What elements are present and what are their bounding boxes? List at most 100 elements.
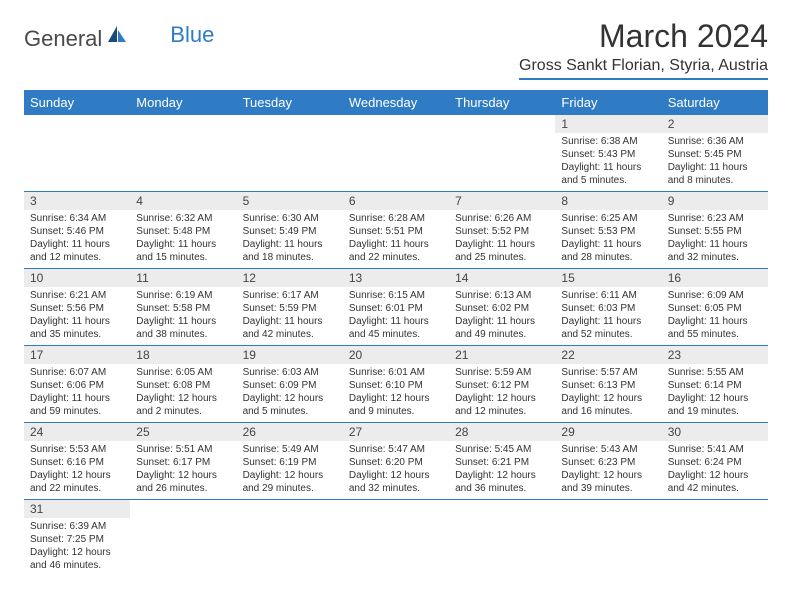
logo-text-blue: Blue bbox=[170, 22, 214, 48]
calendar-cell: 30Sunrise: 5:41 AMSunset: 6:24 PMDayligh… bbox=[662, 423, 768, 500]
calendar-cell: 21Sunrise: 5:59 AMSunset: 6:12 PMDayligh… bbox=[449, 346, 555, 423]
calendar-cell: 15Sunrise: 6:11 AMSunset: 6:03 PMDayligh… bbox=[555, 269, 661, 346]
day-number: 17 bbox=[24, 346, 130, 364]
calendar-cell bbox=[24, 115, 130, 192]
day-number: 22 bbox=[555, 346, 661, 364]
calendar-cell: 17Sunrise: 6:07 AMSunset: 6:06 PMDayligh… bbox=[24, 346, 130, 423]
day-number: 3 bbox=[24, 192, 130, 210]
calendar-cell bbox=[343, 500, 449, 577]
calendar-cell: 19Sunrise: 6:03 AMSunset: 6:09 PMDayligh… bbox=[237, 346, 343, 423]
day-content: Sunrise: 5:51 AMSunset: 6:17 PMDaylight:… bbox=[130, 441, 236, 499]
day-content: Sunrise: 6:05 AMSunset: 6:08 PMDaylight:… bbox=[130, 364, 236, 422]
day-content: Sunrise: 6:25 AMSunset: 5:53 PMDaylight:… bbox=[555, 210, 661, 268]
logo: General Blue bbox=[24, 24, 214, 54]
day-content: Sunrise: 5:57 AMSunset: 6:13 PMDaylight:… bbox=[555, 364, 661, 422]
day-number: 23 bbox=[662, 346, 768, 364]
day-content: Sunrise: 6:38 AMSunset: 5:43 PMDaylight:… bbox=[555, 133, 661, 191]
day-number: 18 bbox=[130, 346, 236, 364]
calendar-cell: 11Sunrise: 6:19 AMSunset: 5:58 PMDayligh… bbox=[130, 269, 236, 346]
calendar-cell: 2Sunrise: 6:36 AMSunset: 5:45 PMDaylight… bbox=[662, 115, 768, 192]
calendar-cell: 6Sunrise: 6:28 AMSunset: 5:51 PMDaylight… bbox=[343, 192, 449, 269]
day-number: 9 bbox=[662, 192, 768, 210]
month-title: March 2024 bbox=[519, 18, 768, 55]
calendar-cell bbox=[130, 115, 236, 192]
day-content: Sunrise: 6:21 AMSunset: 5:56 PMDaylight:… bbox=[24, 287, 130, 345]
day-content: Sunrise: 6:01 AMSunset: 6:10 PMDaylight:… bbox=[343, 364, 449, 422]
calendar-row: 1Sunrise: 6:38 AMSunset: 5:43 PMDaylight… bbox=[24, 115, 768, 192]
calendar-cell bbox=[237, 500, 343, 577]
day-content: Sunrise: 6:28 AMSunset: 5:51 PMDaylight:… bbox=[343, 210, 449, 268]
title-block: March 2024 Gross Sankt Florian, Styria, … bbox=[519, 18, 768, 80]
day-number: 21 bbox=[449, 346, 555, 364]
calendar-cell: 18Sunrise: 6:05 AMSunset: 6:08 PMDayligh… bbox=[130, 346, 236, 423]
day-number: 7 bbox=[449, 192, 555, 210]
calendar-cell: 1Sunrise: 6:38 AMSunset: 5:43 PMDaylight… bbox=[555, 115, 661, 192]
weekday-header: Saturday bbox=[662, 90, 768, 115]
calendar-cell: 7Sunrise: 6:26 AMSunset: 5:52 PMDaylight… bbox=[449, 192, 555, 269]
day-number: 19 bbox=[237, 346, 343, 364]
calendar-cell: 31Sunrise: 6:39 AMSunset: 7:25 PMDayligh… bbox=[24, 500, 130, 577]
calendar-cell bbox=[449, 115, 555, 192]
calendar-row: 24Sunrise: 5:53 AMSunset: 6:16 PMDayligh… bbox=[24, 423, 768, 500]
day-content: Sunrise: 6:09 AMSunset: 6:05 PMDaylight:… bbox=[662, 287, 768, 345]
day-content: Sunrise: 5:43 AMSunset: 6:23 PMDaylight:… bbox=[555, 441, 661, 499]
day-content: Sunrise: 6:26 AMSunset: 5:52 PMDaylight:… bbox=[449, 210, 555, 268]
day-content: Sunrise: 6:39 AMSunset: 7:25 PMDaylight:… bbox=[24, 518, 130, 576]
day-content: Sunrise: 6:30 AMSunset: 5:49 PMDaylight:… bbox=[237, 210, 343, 268]
day-number: 14 bbox=[449, 269, 555, 287]
day-number: 20 bbox=[343, 346, 449, 364]
day-number: 26 bbox=[237, 423, 343, 441]
day-content: Sunrise: 6:15 AMSunset: 6:01 PMDaylight:… bbox=[343, 287, 449, 345]
day-number: 15 bbox=[555, 269, 661, 287]
day-content: Sunrise: 6:03 AMSunset: 6:09 PMDaylight:… bbox=[237, 364, 343, 422]
day-number: 6 bbox=[343, 192, 449, 210]
day-content: Sunrise: 6:23 AMSunset: 5:55 PMDaylight:… bbox=[662, 210, 768, 268]
calendar-cell: 29Sunrise: 5:43 AMSunset: 6:23 PMDayligh… bbox=[555, 423, 661, 500]
calendar-table: SundayMondayTuesdayWednesdayThursdayFrid… bbox=[24, 90, 768, 576]
logo-text-general: General bbox=[24, 26, 102, 52]
day-number: 24 bbox=[24, 423, 130, 441]
calendar-cell: 14Sunrise: 6:13 AMSunset: 6:02 PMDayligh… bbox=[449, 269, 555, 346]
calendar-cell: 9Sunrise: 6:23 AMSunset: 5:55 PMDaylight… bbox=[662, 192, 768, 269]
calendar-cell bbox=[449, 500, 555, 577]
calendar-cell: 3Sunrise: 6:34 AMSunset: 5:46 PMDaylight… bbox=[24, 192, 130, 269]
calendar-row: 3Sunrise: 6:34 AMSunset: 5:46 PMDaylight… bbox=[24, 192, 768, 269]
calendar-cell bbox=[237, 115, 343, 192]
calendar-cell: 8Sunrise: 6:25 AMSunset: 5:53 PMDaylight… bbox=[555, 192, 661, 269]
day-number: 11 bbox=[130, 269, 236, 287]
day-number: 16 bbox=[662, 269, 768, 287]
calendar-cell: 26Sunrise: 5:49 AMSunset: 6:19 PMDayligh… bbox=[237, 423, 343, 500]
calendar-cell bbox=[343, 115, 449, 192]
calendar-cell: 10Sunrise: 6:21 AMSunset: 5:56 PMDayligh… bbox=[24, 269, 130, 346]
calendar-cell: 4Sunrise: 6:32 AMSunset: 5:48 PMDaylight… bbox=[130, 192, 236, 269]
day-content: Sunrise: 5:45 AMSunset: 6:21 PMDaylight:… bbox=[449, 441, 555, 499]
day-number: 2 bbox=[662, 115, 768, 133]
day-content: Sunrise: 6:17 AMSunset: 5:59 PMDaylight:… bbox=[237, 287, 343, 345]
calendar-cell: 28Sunrise: 5:45 AMSunset: 6:21 PMDayligh… bbox=[449, 423, 555, 500]
weekday-header: Thursday bbox=[449, 90, 555, 115]
calendar-cell: 12Sunrise: 6:17 AMSunset: 5:59 PMDayligh… bbox=[237, 269, 343, 346]
day-content: Sunrise: 5:41 AMSunset: 6:24 PMDaylight:… bbox=[662, 441, 768, 499]
calendar-cell: 23Sunrise: 5:55 AMSunset: 6:14 PMDayligh… bbox=[662, 346, 768, 423]
calendar-cell: 27Sunrise: 5:47 AMSunset: 6:20 PMDayligh… bbox=[343, 423, 449, 500]
calendar-row: 17Sunrise: 6:07 AMSunset: 6:06 PMDayligh… bbox=[24, 346, 768, 423]
day-number: 25 bbox=[130, 423, 236, 441]
day-number: 29 bbox=[555, 423, 661, 441]
day-number: 5 bbox=[237, 192, 343, 210]
day-content: Sunrise: 5:55 AMSunset: 6:14 PMDaylight:… bbox=[662, 364, 768, 422]
day-number: 13 bbox=[343, 269, 449, 287]
day-number: 27 bbox=[343, 423, 449, 441]
weekday-header: Tuesday bbox=[237, 90, 343, 115]
calendar-cell: 22Sunrise: 5:57 AMSunset: 6:13 PMDayligh… bbox=[555, 346, 661, 423]
weekday-header: Wednesday bbox=[343, 90, 449, 115]
day-content: Sunrise: 6:11 AMSunset: 6:03 PMDaylight:… bbox=[555, 287, 661, 345]
header: General Blue March 2024 Gross Sankt Flor… bbox=[24, 18, 768, 80]
calendar-cell bbox=[662, 500, 768, 577]
calendar-cell: 25Sunrise: 5:51 AMSunset: 6:17 PMDayligh… bbox=[130, 423, 236, 500]
weekday-header-row: SundayMondayTuesdayWednesdayThursdayFrid… bbox=[24, 90, 768, 115]
location: Gross Sankt Florian, Styria, Austria bbox=[519, 57, 768, 80]
day-content: Sunrise: 5:53 AMSunset: 6:16 PMDaylight:… bbox=[24, 441, 130, 499]
calendar-row: 10Sunrise: 6:21 AMSunset: 5:56 PMDayligh… bbox=[24, 269, 768, 346]
day-number: 30 bbox=[662, 423, 768, 441]
calendar-row: 31Sunrise: 6:39 AMSunset: 7:25 PMDayligh… bbox=[24, 500, 768, 577]
